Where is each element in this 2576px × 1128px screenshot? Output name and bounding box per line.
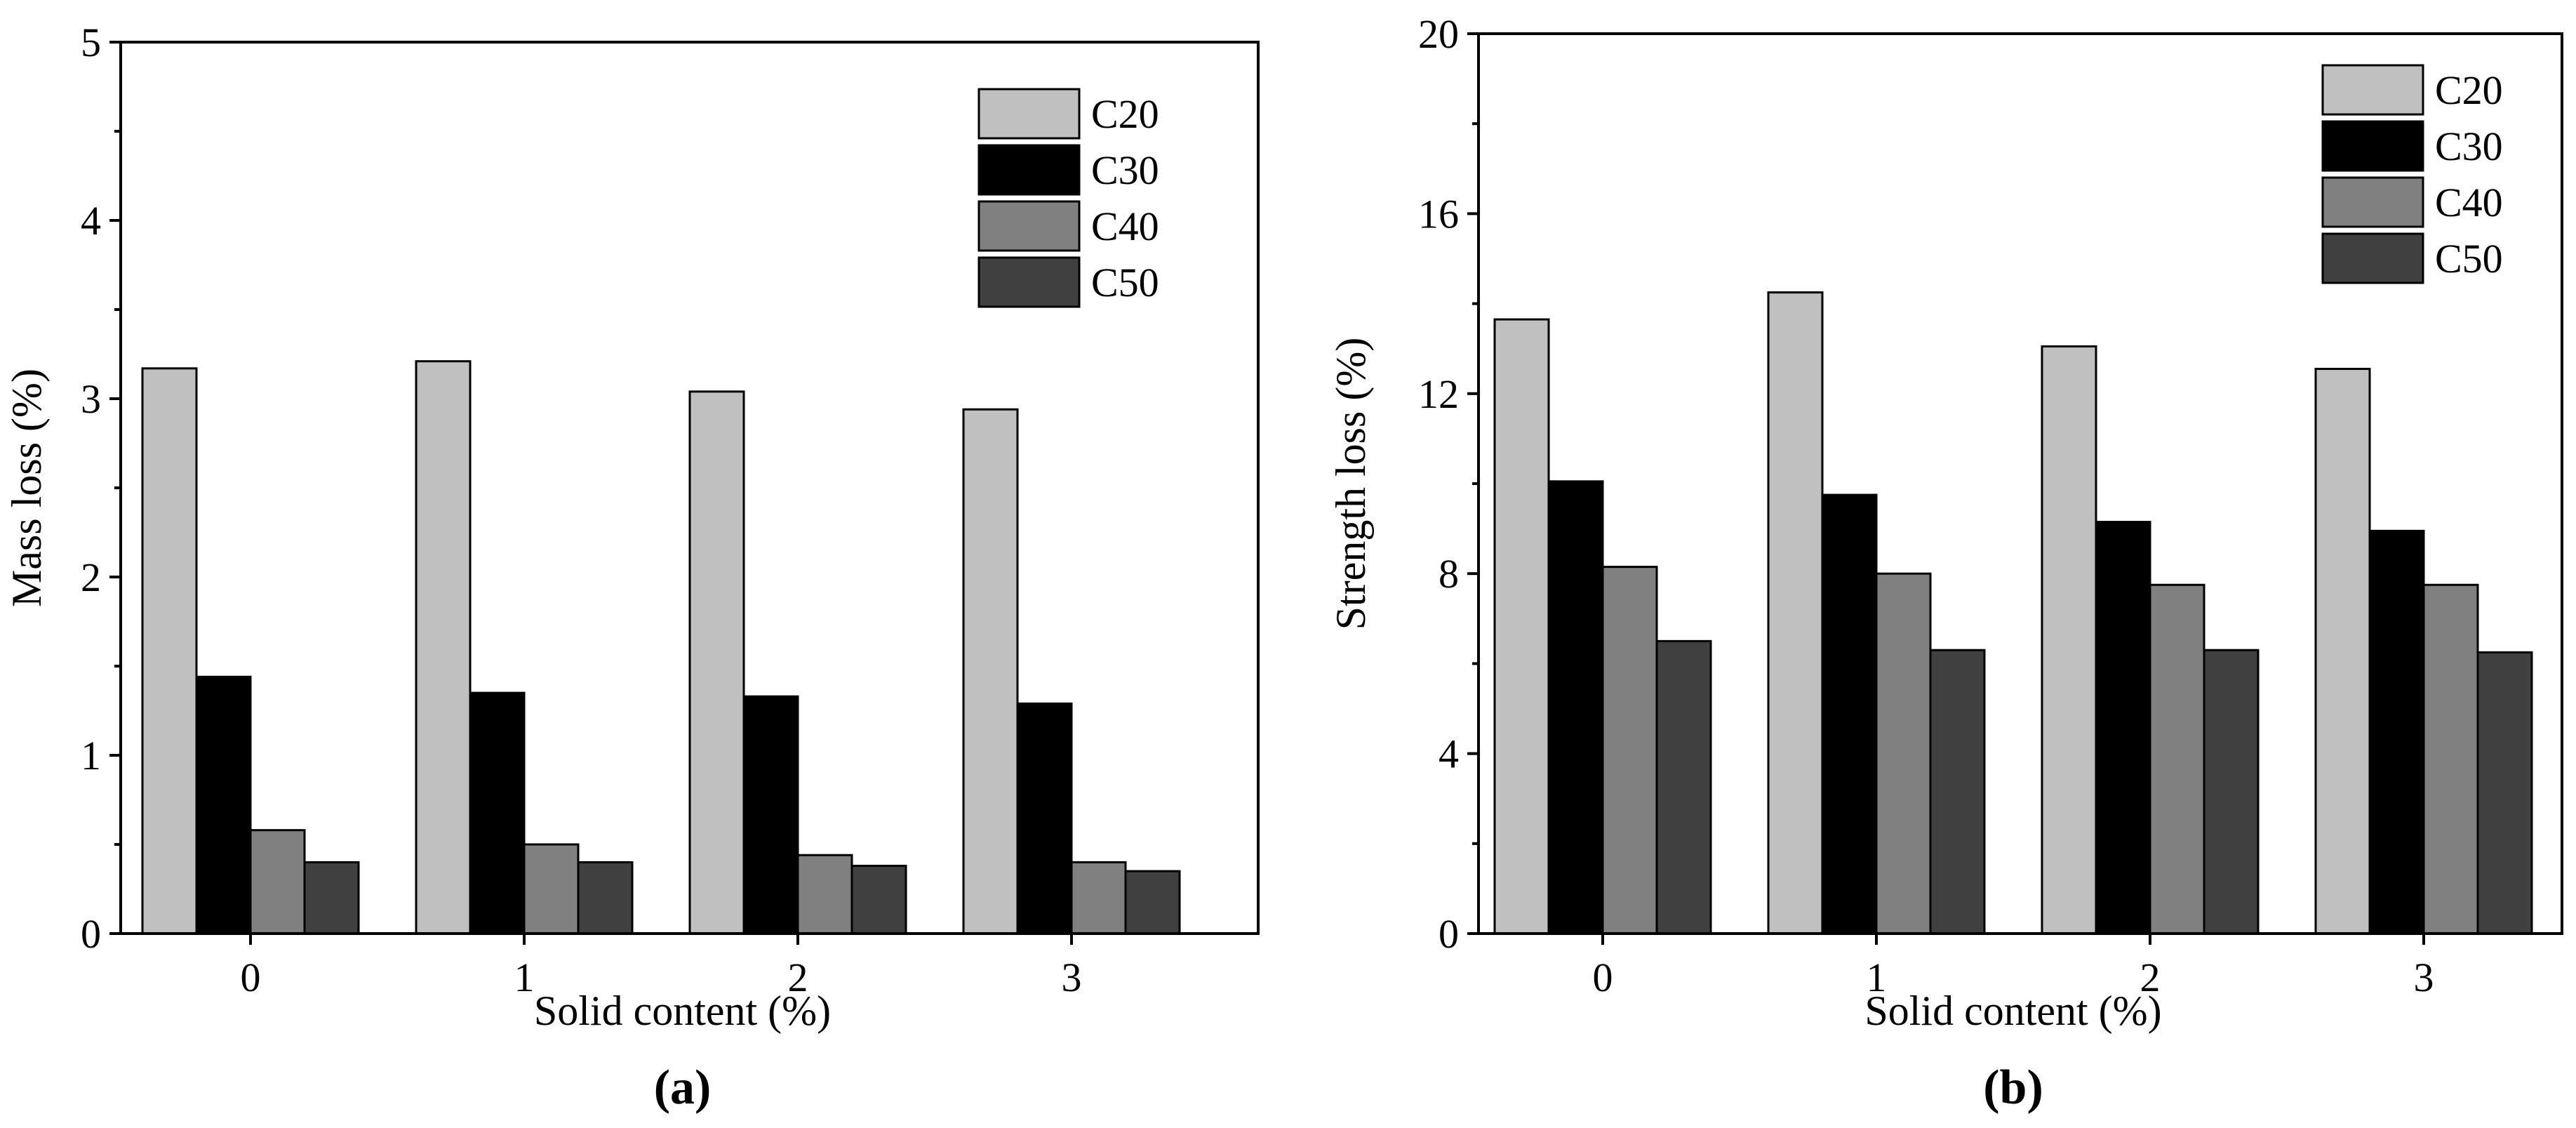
legend-swatch-c20 — [2321, 64, 2424, 116]
x-tick-label-0: 0 — [241, 955, 261, 1000]
bar-c30-0 — [195, 675, 252, 935]
bar-c20-0 — [141, 367, 198, 935]
x-tick-label-2: 2 — [2140, 955, 2161, 1000]
panel-label: (a) — [654, 1061, 712, 1115]
y-tick-label: 12 — [1418, 371, 1459, 417]
panel-label: (b) — [1983, 1061, 2043, 1115]
bar-c50-2 — [2203, 649, 2260, 935]
bar-c30-3 — [2368, 529, 2425, 935]
bar-c30-1 — [1821, 493, 1878, 935]
x-axis-title: Solid content (%) — [534, 988, 831, 1034]
bar-c50-0 — [303, 861, 360, 935]
legend-label-c50: C50 — [2435, 236, 2503, 281]
bar-c20-3 — [2314, 368, 2371, 935]
bar-c40-2 — [796, 854, 853, 935]
bar-c40-1 — [1875, 572, 1932, 935]
legend-swatch-c30 — [977, 144, 1081, 196]
bar-c40-2 — [2149, 583, 2205, 935]
legend-swatch-c40 — [977, 200, 1081, 252]
x-tick-label-3: 3 — [2414, 955, 2434, 1000]
bar-c30-2 — [742, 695, 799, 935]
y-tick-label: 20 — [1418, 11, 1459, 57]
bar-c50-3 — [1124, 870, 1181, 935]
bar-c40-0 — [249, 829, 306, 935]
bar-c30-1 — [469, 691, 526, 935]
legend-label-c50: C50 — [1091, 260, 1159, 305]
y-tick-label: 4 — [1439, 731, 1459, 777]
bar-c20-2 — [2041, 345, 2097, 935]
bar-c30-0 — [1547, 480, 1604, 935]
y-tick-label: 16 — [1418, 191, 1459, 237]
bar-c40-1 — [523, 843, 580, 935]
y-tick-label: 3 — [81, 376, 101, 422]
legend-label-c30: C30 — [1091, 147, 1159, 193]
bar-c20-0 — [1493, 318, 1550, 935]
y-axis-title: Strength loss (%) — [1328, 338, 1374, 630]
y-tick-label: 0 — [81, 911, 101, 957]
bar-c40-0 — [1601, 566, 1658, 935]
y-tick-label: 0 — [1439, 911, 1459, 957]
legend-swatch-c50 — [2321, 232, 2424, 284]
bar-c30-2 — [2095, 520, 2151, 935]
x-tick-label-1: 1 — [1867, 955, 1887, 1000]
x-axis-title: Solid content (%) — [1864, 988, 2161, 1034]
bar-c40-3 — [1070, 861, 1127, 935]
y-tick-label: 2 — [81, 555, 101, 600]
y-tick-label: 5 — [81, 20, 101, 65]
bar-c50-1 — [577, 861, 634, 935]
bar-c50-2 — [850, 864, 907, 935]
y-axis-title: Mass loss (%) — [4, 369, 50, 607]
legend-label-c20: C20 — [1091, 91, 1159, 137]
bar-c50-0 — [1655, 639, 1712, 935]
y-tick-label: 4 — [81, 198, 101, 244]
legend-label-c40: C40 — [1091, 204, 1159, 249]
chart-panel-a: 0 1 2 3 4 5 0 1 2 3 Solid content (%) Mass loss (%)… — [4, 20, 1260, 1115]
bar-c20-2 — [688, 390, 745, 935]
legend-swatch-c30 — [2321, 120, 2424, 172]
x-tick-label-3: 3 — [1062, 955, 1082, 1000]
x-tick-label-2: 2 — [788, 955, 808, 1000]
y-tick-label: 8 — [1439, 551, 1459, 597]
legend-swatch-c40 — [2321, 176, 2424, 228]
legend-label-c40: C40 — [2435, 180, 2503, 225]
bar-c20-1 — [1767, 291, 1824, 935]
x-tick-label-0: 0 — [1593, 955, 1613, 1000]
legend-label-c30: C30 — [2435, 124, 2503, 169]
bar-c20-1 — [415, 360, 472, 935]
x-tick-label-1: 1 — [514, 955, 535, 1000]
bar-c20-3 — [962, 408, 1019, 935]
legend-swatch-c20 — [977, 88, 1081, 140]
bar-c40-3 — [2422, 583, 2479, 935]
legend-swatch-c50 — [977, 256, 1081, 308]
y-tick-label: 1 — [81, 733, 101, 778]
bar-c50-3 — [2476, 651, 2533, 935]
bar-c30-3 — [1016, 702, 1073, 935]
legend-label-c20: C20 — [2435, 67, 2503, 113]
bar-c50-1 — [1929, 649, 1986, 935]
